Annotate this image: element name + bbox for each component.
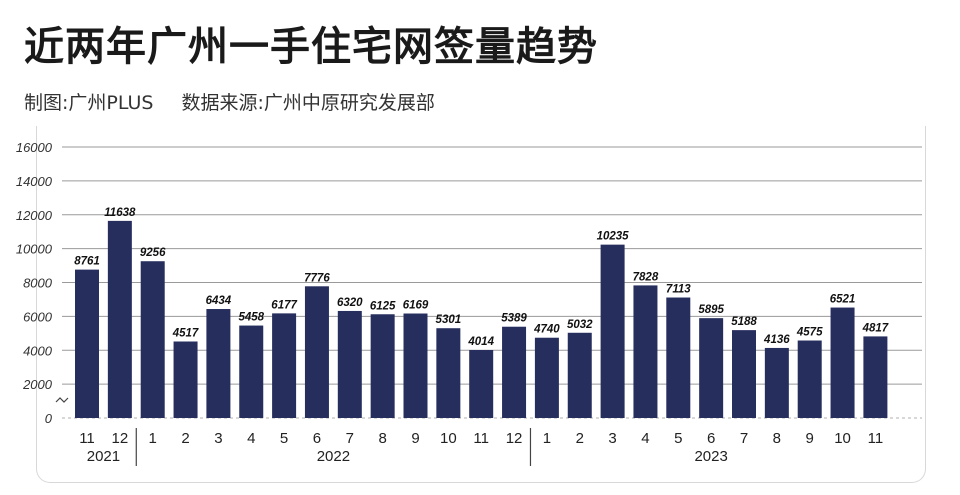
bar-value-label: 5188 [731, 316, 757, 328]
chart-subtitle: 制图:广州PLUS 数据来源:广州中原研究发展部 [24, 88, 435, 115]
y-tick-label: 0 [45, 411, 53, 426]
bar-value-label: 5301 [436, 314, 462, 326]
x-tick-label: 7 [346, 430, 354, 447]
bar-value-label: 6320 [337, 297, 363, 309]
y-tick-label: 8000 [23, 276, 53, 291]
x-tick-label: 2 [576, 430, 584, 447]
y-tick-label: 10000 [16, 242, 53, 257]
bar-value-label: 4575 [796, 327, 823, 339]
bar-value-label: 6125 [370, 300, 396, 312]
bar-value-label: 4817 [862, 322, 889, 334]
x-tick-label: 10 [440, 430, 457, 447]
bar-value-label: 8761 [74, 256, 100, 268]
bar [206, 309, 231, 418]
bar [666, 297, 691, 418]
bar [173, 341, 198, 418]
bar [337, 310, 362, 418]
y-tick-label: 2000 [22, 377, 53, 392]
x-tick-label: 3 [608, 430, 616, 447]
y-tick-label: 4000 [23, 343, 53, 358]
chart-panel [36, 126, 926, 483]
x-tick-label: 11 [868, 430, 884, 447]
x-tick-label: 4 [247, 430, 255, 447]
x-tick-label: 12 [112, 430, 129, 447]
bar [600, 244, 625, 418]
bar-value-label: 11638 [104, 207, 136, 219]
x-tick-label: 2 [181, 430, 189, 447]
bar-value-label: 4517 [172, 327, 199, 339]
bar [732, 330, 756, 418]
x-tick-label: 10 [834, 430, 851, 447]
axis-break-marker [55, 397, 69, 403]
x-tick-label: 6 [313, 430, 321, 447]
bar [830, 307, 855, 418]
x-tick-label: 8 [378, 430, 386, 447]
bar-value-label: 6169 [403, 300, 429, 312]
bar-value-label: 5458 [238, 312, 264, 324]
bar-value-label: 5032 [567, 319, 593, 331]
bar-value-label: 10235 [597, 231, 630, 243]
bar [75, 269, 99, 418]
y-tick-label: 14000 [16, 174, 53, 189]
bar [567, 332, 592, 418]
credit-label: 制图:广州PLUS [24, 92, 154, 114]
bar [863, 336, 888, 418]
bar-value-label: 4014 [467, 336, 494, 348]
bar-value-label: 7776 [304, 272, 330, 284]
bar [239, 325, 264, 418]
bar [797, 340, 822, 418]
year-label: 2021 [87, 448, 120, 465]
x-tick-label: 1 [543, 430, 551, 447]
x-tick-label: 8 [773, 430, 781, 447]
bar-value-label: 6177 [271, 299, 297, 311]
x-tick-label: 1 [149, 430, 157, 447]
bar [272, 313, 297, 418]
x-tick-label: 5 [674, 430, 682, 447]
chart-title: 近两年广州一手住宅网签量趋势 [24, 24, 598, 70]
bar [436, 328, 461, 418]
bar-value-label: 4740 [533, 324, 560, 336]
x-tick-label: 11 [473, 430, 489, 447]
x-tick-label: 9 [411, 430, 419, 447]
bar-value-label: 7828 [633, 271, 659, 283]
x-tick-label: 9 [806, 430, 814, 447]
bar [699, 318, 724, 418]
bar-value-label: 9256 [140, 247, 166, 259]
x-tick-label: 7 [740, 430, 748, 447]
year-label: 2023 [694, 448, 727, 465]
bar [304, 286, 329, 418]
bar [633, 285, 658, 418]
bar [502, 326, 527, 418]
bar [140, 261, 165, 418]
bar [469, 350, 494, 418]
bar-value-label: 7113 [666, 284, 691, 296]
y-tick-label: 16000 [16, 140, 53, 155]
x-tick-label: 11 [79, 430, 95, 447]
x-tick-label: 4 [641, 430, 649, 447]
bar [370, 314, 395, 418]
y-tick-label: 6000 [23, 309, 53, 324]
bar-value-label: 5895 [698, 304, 724, 316]
bar [764, 347, 789, 418]
bar-value-label: 5389 [501, 313, 527, 325]
x-tick-label: 6 [707, 430, 715, 447]
bar-value-label: 6521 [830, 294, 856, 306]
bar [534, 337, 559, 418]
source-label: 数据来源:广州中原研究发展部 [181, 92, 435, 114]
y-tick-label: 12000 [16, 208, 53, 223]
x-tick-label: 3 [214, 430, 222, 447]
bar [403, 313, 428, 418]
x-tick-label: 5 [280, 430, 288, 447]
bar-value-label: 4136 [763, 334, 790, 346]
bar [107, 220, 132, 418]
year-label: 2022 [317, 448, 350, 465]
bar-value-label: 6434 [206, 295, 232, 307]
x-tick-label: 12 [506, 430, 523, 447]
